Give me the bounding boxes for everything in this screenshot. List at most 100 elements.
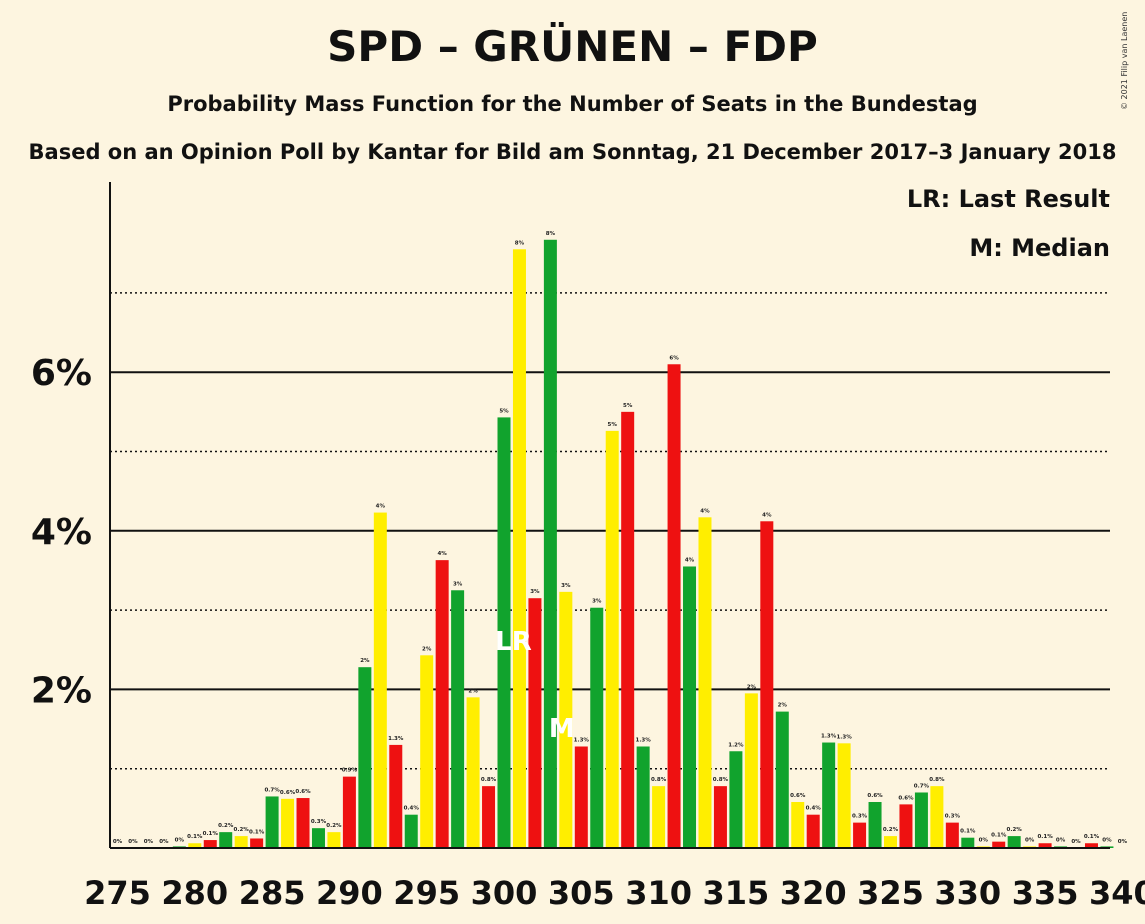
data-label: 3%	[453, 581, 463, 587]
bar-seat-310	[652, 786, 666, 848]
x-tick-label: 295	[393, 874, 460, 912]
bar-seat-286	[281, 798, 295, 848]
data-label: 4%	[762, 512, 772, 518]
median-marker: M	[549, 714, 575, 744]
bar-seat-311	[667, 364, 681, 848]
x-tick-label: 275	[84, 874, 151, 912]
data-label: 0%	[1118, 839, 1128, 845]
bar-seat-298	[466, 697, 480, 848]
bar-seat-297	[451, 590, 465, 848]
data-label: 5%	[623, 403, 633, 409]
x-tick-label: 315	[703, 874, 770, 912]
bar-seat-301	[512, 249, 526, 848]
data-label: 0.8%	[929, 777, 945, 783]
bar-seat-323	[853, 822, 867, 848]
data-label: 0.1%	[1037, 834, 1053, 840]
last-result-marker: LR	[495, 627, 532, 657]
bar-seat-327	[914, 792, 928, 848]
data-label: 1.2%	[728, 742, 744, 748]
bar-seat-312	[683, 566, 697, 848]
chart-source-subtitle: Based on an Opinion Poll by Kantar for B…	[28, 140, 1117, 164]
bar-seat-315	[729, 751, 743, 848]
data-label: 0%	[144, 839, 154, 845]
bar-seat-291	[358, 667, 372, 848]
bar-seat-333	[1007, 836, 1021, 848]
bar-seat-306	[590, 607, 604, 848]
y-tick-label: 2%	[31, 670, 92, 711]
data-label: 0.1%	[203, 831, 219, 837]
data-label: 0.3%	[852, 814, 868, 820]
bar-seat-289	[327, 832, 341, 848]
bar-seat-304	[559, 591, 573, 848]
x-tick-label: 335	[1012, 874, 1079, 912]
x-tick-label: 305	[548, 874, 615, 912]
chart-title: SPD – GRÜNEN – FDP	[327, 22, 818, 71]
data-label: 2%	[778, 703, 788, 709]
data-label: 3%	[530, 589, 540, 595]
data-label: 1.3%	[388, 736, 404, 742]
bar-seat-326	[899, 804, 913, 848]
bar-seat-281	[203, 840, 217, 848]
data-label: 0.8%	[713, 777, 729, 783]
bar-seat-318	[775, 711, 789, 848]
bar-seat-296	[435, 560, 449, 848]
data-label: 0.6%	[790, 793, 806, 799]
data-label: 8%	[546, 231, 556, 237]
bar-seat-287	[296, 798, 310, 848]
bar-seat-280	[188, 843, 202, 848]
bar-seat-292	[373, 512, 387, 848]
bar-seat-283	[234, 836, 248, 848]
bar-seat-332	[992, 841, 1006, 848]
bar-seat-293	[389, 744, 403, 848]
data-label: 0%	[979, 837, 989, 843]
data-label: 0.1%	[187, 834, 203, 840]
data-label: 0.9%	[342, 768, 358, 774]
bar-seat-330	[961, 837, 975, 848]
x-tick-label: 320	[780, 874, 847, 912]
data-label: 6%	[669, 355, 679, 361]
bar-seat-295	[420, 655, 434, 848]
data-label: 0.1%	[1084, 834, 1100, 840]
data-label: 2%	[360, 658, 370, 664]
data-label: 0.6%	[280, 790, 296, 796]
legend-median: M: Median	[969, 234, 1110, 262]
bar-seat-317	[760, 521, 774, 848]
x-tick-label: 280	[161, 874, 228, 912]
data-label: 0.4%	[404, 806, 420, 812]
bar-seat-299	[482, 786, 496, 848]
x-tick-label: 285	[239, 874, 306, 912]
data-label: 2%	[747, 684, 757, 690]
data-label: 0%	[159, 839, 169, 845]
x-tick-label: 300	[471, 874, 538, 912]
bar-seat-325	[884, 836, 897, 848]
data-label: 0%	[1056, 837, 1066, 843]
bar-seat-321	[822, 742, 836, 848]
data-label: 1.3%	[836, 734, 852, 740]
x-tick-label: 310	[625, 874, 692, 912]
y-tick-label: 6%	[31, 353, 92, 394]
data-label: 4%	[700, 508, 710, 514]
x-tick-label: 290	[316, 874, 383, 912]
data-label: 4%	[685, 557, 695, 563]
data-label: 0%	[1071, 839, 1081, 845]
data-label: 0.8%	[481, 777, 497, 783]
bar-seat-324	[868, 802, 882, 848]
bar-seat-294	[404, 814, 418, 848]
data-label: 0%	[113, 839, 123, 845]
data-label: 0.6%	[898, 795, 914, 801]
data-label: 2%	[422, 646, 432, 652]
data-label: 4%	[376, 504, 386, 510]
data-label: 1.3%	[636, 737, 652, 743]
bar-seat-329	[945, 822, 959, 848]
data-label: 0.3%	[945, 814, 961, 820]
bar-seat-305	[574, 746, 588, 848]
data-label: 0.7%	[264, 787, 280, 793]
data-label: 1.3%	[574, 737, 590, 743]
bar-seat-300	[497, 417, 511, 848]
y-tick-label: 4%	[31, 512, 92, 553]
bar-seat-328	[930, 786, 944, 848]
data-label: 4%	[437, 551, 447, 557]
data-label: 5%	[499, 408, 509, 414]
bar-seat-308	[621, 411, 635, 848]
